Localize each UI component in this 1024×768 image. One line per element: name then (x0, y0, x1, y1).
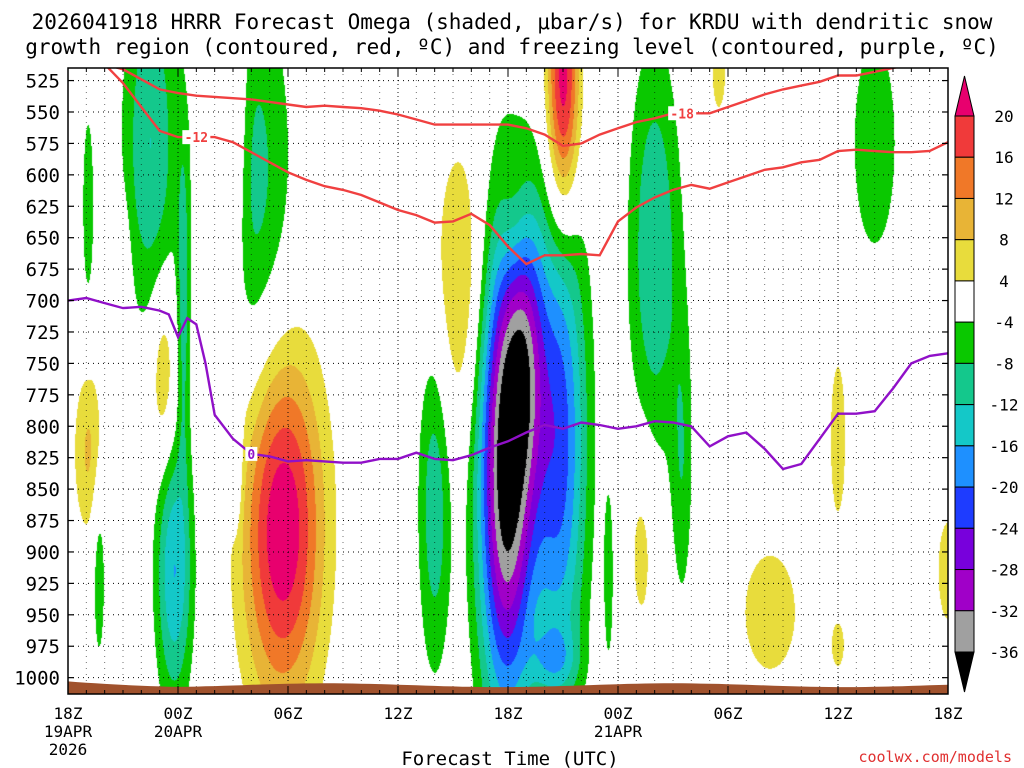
dgz-upper-contour (113, 68, 899, 148)
y-tick-label: 775 (26, 385, 60, 407)
y-tick-label: 1000 (14, 668, 60, 690)
colorbar-swatch (954, 569, 975, 612)
x-tick-label: 00Z (604, 704, 633, 723)
x-tick-label: 18Z (494, 704, 523, 723)
colorbar-label: 12 (994, 189, 1013, 208)
colorbar-label: 20 (994, 107, 1013, 126)
x-tick-label: 06Z (274, 704, 303, 723)
chart-title-line-2: growth region (contoured, red, ºC) and f… (25, 35, 999, 59)
colorbar-swatch (954, 445, 975, 488)
x-axis-label: Forecast Time (UTC) (401, 748, 618, 768)
freezing-level-label: 0 (247, 448, 255, 463)
colorbar-label: -4 (994, 313, 1013, 332)
chart-title-line-1: 2026041918 HRRR Forecast Omega (shaded, … (32, 10, 993, 34)
y-tick-label: 725 (26, 322, 60, 344)
dgz-lower-label: -12 (185, 131, 208, 146)
colorbar-label: 8 (999, 231, 1009, 250)
dgz-upper-label-bg (668, 106, 697, 121)
x-tick-date: 20APR (154, 722, 203, 741)
freezing-level-contour (68, 296, 948, 471)
colorbar-top-arrow (954, 75, 975, 117)
colorbar: 20 16 12 8 4 -4 -8 -12 -16 -20 -24 -28 -32 -36 (954, 75, 1019, 693)
y-tick-label: 675 (26, 259, 60, 281)
y-tick-label: 550 (26, 102, 60, 124)
y-tick-label: 750 (26, 353, 60, 375)
y-tick-label: 625 (26, 196, 60, 218)
x-tick-label: 12Z (824, 704, 853, 723)
y-tick-label: 875 (26, 511, 60, 533)
colorbar-swatch (954, 321, 975, 364)
colorbar-label: -32 (990, 602, 1019, 621)
x-tick-label: 18Z (54, 704, 83, 723)
y-tick-label: 950 (26, 605, 60, 627)
y-tick-label: 575 (26, 133, 60, 155)
colorbar-swatch (954, 404, 975, 447)
colorbar-swatch (954, 156, 975, 199)
x-tick-date: 21APR (594, 722, 643, 741)
x-tick-label: 18Z (934, 704, 963, 723)
y-tick-label: 800 (26, 416, 60, 438)
y-tick-label: 975 (26, 636, 60, 658)
x-tick-label: 12Z (384, 704, 413, 723)
dgz-lower-label-bg (182, 130, 211, 145)
y-tick-label: 700 (26, 291, 60, 313)
colorbar-label: -20 (990, 478, 1019, 497)
colorbar-bottom-arrow (954, 651, 975, 693)
freezing-level-label-bg (245, 446, 258, 461)
colorbar-label: -12 (990, 396, 1019, 415)
colorbar-swatch (954, 362, 975, 406)
colorbar-label: -8 (994, 354, 1013, 373)
x-tick-label: 06Z (714, 704, 743, 723)
y-axis: 525 550 575 600 625 650 675 700 725 750 775 800 825 8… (14, 71, 948, 690)
colorbar-swatch (954, 197, 975, 241)
y-tick-label: 850 (26, 479, 60, 501)
credit-text: coolwx.com/models (858, 748, 1012, 766)
colorbar-swatch (954, 239, 975, 282)
colorbar-swatch (954, 280, 975, 323)
y-tick-label: 925 (26, 573, 60, 595)
colorbar-label: -28 (990, 561, 1019, 580)
y-tick-label: 825 (26, 448, 60, 470)
x-tick-date: 19APR (44, 722, 93, 741)
colorbar-swatch (954, 610, 975, 653)
colorbar-label: -24 (990, 519, 1019, 538)
x-tick-label: 00Z (164, 704, 193, 723)
dgz-upper-label: -18 (670, 107, 694, 122)
contours: -18 -12 0 (68, 68, 948, 471)
colorbar-swatch (954, 486, 975, 529)
y-tick-label: 900 (26, 542, 60, 564)
colorbar-swatch (954, 115, 975, 158)
x-tick-year: 2026 (49, 740, 88, 759)
colorbar-label: -36 (990, 643, 1019, 662)
y-tick-label: 650 (26, 228, 60, 250)
y-tick-label: 600 (26, 165, 60, 187)
y-tick-label: 525 (26, 71, 60, 93)
colorbar-label: 4 (999, 272, 1009, 291)
colorbar-label: -16 (990, 437, 1019, 456)
dgz-lower-contour (106, 68, 948, 266)
gridlines (68, 68, 948, 694)
colorbar-swatch (954, 527, 975, 571)
colorbar-label: 16 (994, 148, 1013, 167)
